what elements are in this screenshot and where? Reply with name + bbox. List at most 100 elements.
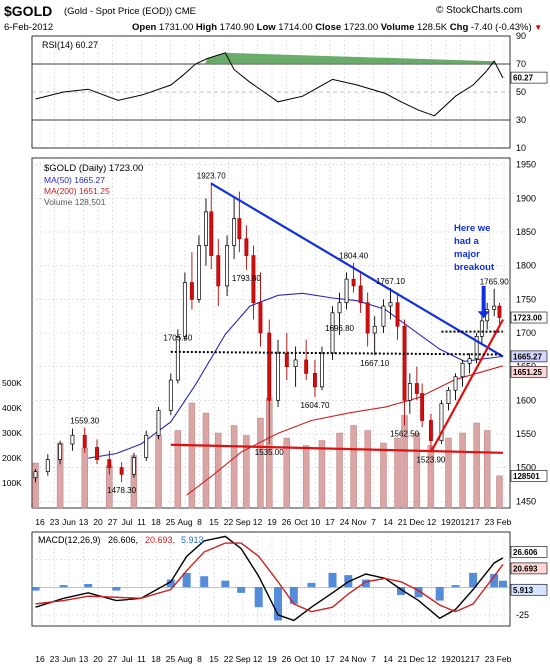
candle-body [344, 278, 349, 304]
breakout-callout-text: had a [454, 236, 480, 247]
breakout-arrow-icon [477, 311, 490, 319]
ohlc-readout: Open 1731.00 High 1740.90 Low 1714.00 Cl… [132, 22, 542, 33]
price-label: 1793.80 [232, 274, 261, 283]
macd-x-tick-label: 11 [137, 654, 146, 664]
macd-histogram-value-label: 5.913 [513, 586, 534, 595]
macd-y-tick-label: -25 [516, 610, 529, 620]
candle-body [407, 383, 412, 401]
candle-body [237, 218, 242, 240]
candle-body [168, 379, 173, 411]
macd-signal-line [35, 542, 504, 613]
candle-body [258, 302, 263, 334]
candle-body [175, 336, 180, 381]
price-x-tick-label: 22 [224, 517, 234, 527]
price-x-tick-label: 23 [485, 517, 495, 527]
low-label: Low [256, 22, 276, 33]
macd-legend-part: 20.693, [145, 535, 175, 545]
candle-body [420, 393, 425, 421]
trendline-horizontal-dotted [170, 350, 503, 356]
volume-bar [81, 447, 88, 509]
volume-value-label-box [510, 470, 548, 482]
price-label: 1604.70 [300, 401, 329, 410]
price-y-tick-label: 1850 [516, 227, 536, 237]
volume-label: Volume [380, 22, 415, 33]
price-label: 1535.00 [255, 448, 284, 457]
ma50-line [88, 292, 504, 459]
candle-body [107, 459, 112, 468]
macd-x-tick-label: 25 [166, 654, 176, 664]
rsi-y-tick-label: 50 [516, 87, 526, 97]
rsi-y-tick-label: 30 [516, 115, 526, 125]
candle-body [267, 332, 272, 401]
close-value-label-box [510, 311, 548, 324]
macd-histogram-bar [59, 585, 68, 588]
price-label: 1767.10 [376, 277, 405, 286]
candle-body [497, 305, 502, 318]
volume-bar [257, 417, 264, 509]
trendline-resistance [210, 182, 504, 358]
volume-bar [336, 432, 343, 509]
price-x-tick-label: 12 [427, 517, 437, 527]
volume-bar [230, 425, 238, 509]
candle-body [216, 255, 221, 287]
macd-value-label-box [510, 546, 548, 558]
candle-body [33, 471, 38, 479]
macd-histogram-bar [307, 582, 316, 588]
macd-histogram-value-label-box [510, 583, 548, 596]
price-x-tick-label: 17 [470, 517, 480, 527]
price-x-tick-label: 13 [79, 517, 89, 527]
candle-body [182, 282, 187, 337]
price-x-tick-label: Oct [294, 517, 308, 527]
rsi-y-tick-label: 90 [516, 31, 526, 41]
macd-legend-part: MACD(12,26,9) [38, 535, 101, 545]
rsi-value-label: 60.27 [513, 74, 534, 83]
ma200-value-label: 1651.25 [513, 368, 542, 377]
candle-body [337, 302, 342, 314]
header-date: 6-Feb-2012 [4, 22, 54, 33]
candle-body [304, 359, 309, 374]
price-x-tick-label: 8 [197, 517, 202, 527]
macd-x-tick-label: 24 [340, 654, 350, 664]
chg-label: Chg [449, 22, 469, 33]
rsi-y-tick-label: 70 [516, 59, 526, 69]
close-value: 1723.00 [343, 22, 379, 33]
macd-x-tick-label: 21 [398, 654, 408, 664]
candle-body [446, 389, 451, 405]
macd-x-tick-label: 17 [325, 654, 335, 664]
price-x-tick-label: 19 [267, 517, 277, 527]
volume-legend: Volume 128,501 [44, 197, 106, 207]
candle-body [381, 305, 386, 327]
candle-body [58, 443, 63, 460]
high-value: 1740.90 [219, 22, 254, 33]
macd-signal-value-label-box [510, 562, 548, 575]
price-y-tick-label: 1800 [516, 261, 536, 271]
price-x-tick-label: Dec [409, 517, 425, 527]
candle-body [439, 403, 444, 442]
price-x-tick-label: 19 [441, 517, 451, 527]
macd-x-tick-label: 7 [371, 654, 376, 664]
macd-histogram-bar [397, 587, 406, 596]
volume-y-tick-label: 300K [2, 428, 22, 438]
macd-x-tick-label: 2012 [451, 654, 470, 664]
candle-body [82, 434, 87, 448]
macd-histogram-bar [31, 587, 40, 591]
price-label: 1923.70 [197, 171, 226, 180]
ma200-line [186, 365, 504, 496]
candle-body [70, 434, 75, 445]
price-y-tick-label: 1950 [516, 160, 536, 170]
macd-histogram-bar [469, 572, 478, 588]
volume-bar [32, 462, 39, 509]
macd-x-tick-label: 20 [93, 654, 103, 664]
macd-legend-part: 5.913 [181, 535, 204, 545]
macd-x-tick-label: 13 [79, 654, 89, 664]
macd-x-tick-label: 22 [224, 654, 234, 664]
macd-value-label: 26.606 [513, 548, 538, 557]
volume-y-tick-label: 200K [2, 453, 22, 463]
candle-body [131, 457, 136, 475]
volume-value: 128.5K [417, 22, 448, 33]
open-value: 1731.00 [158, 22, 194, 33]
macd-histogram-bar [221, 580, 230, 588]
candle-body [474, 336, 479, 359]
candle-body [225, 245, 230, 287]
price-label: 1804.40 [339, 252, 368, 261]
